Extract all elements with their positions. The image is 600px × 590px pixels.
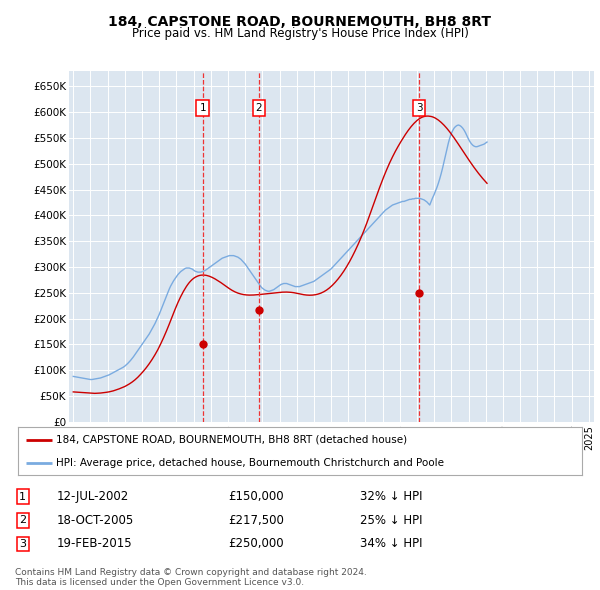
Text: This data is licensed under the Open Government Licence v3.0.: This data is licensed under the Open Gov… [15,578,304,588]
Text: Price paid vs. HM Land Registry's House Price Index (HPI): Price paid vs. HM Land Registry's House … [131,27,469,40]
Text: 1: 1 [199,103,206,113]
Text: 184, CAPSTONE ROAD, BOURNEMOUTH, BH8 8RT: 184, CAPSTONE ROAD, BOURNEMOUTH, BH8 8RT [109,15,491,29]
Text: HPI: Average price, detached house, Bournemouth Christchurch and Poole: HPI: Average price, detached house, Bour… [56,458,445,468]
Text: 2: 2 [19,516,26,525]
Text: 3: 3 [416,103,422,113]
Text: 3: 3 [19,539,26,549]
Text: 12-JUL-2002: 12-JUL-2002 [57,490,129,503]
Text: Contains HM Land Registry data © Crown copyright and database right 2024.: Contains HM Land Registry data © Crown c… [15,568,367,577]
Text: 32% ↓ HPI: 32% ↓ HPI [360,490,422,503]
Text: 19-FEB-2015: 19-FEB-2015 [57,537,133,550]
Text: 25% ↓ HPI: 25% ↓ HPI [360,514,422,527]
Text: 184, CAPSTONE ROAD, BOURNEMOUTH, BH8 8RT (detached house): 184, CAPSTONE ROAD, BOURNEMOUTH, BH8 8RT… [56,435,407,445]
Text: 34% ↓ HPI: 34% ↓ HPI [360,537,422,550]
Text: 2: 2 [256,103,262,113]
Text: £150,000: £150,000 [228,490,284,503]
Text: £250,000: £250,000 [228,537,284,550]
Text: £217,500: £217,500 [228,514,284,527]
Text: 1: 1 [19,492,26,502]
Text: 18-OCT-2005: 18-OCT-2005 [57,514,134,527]
